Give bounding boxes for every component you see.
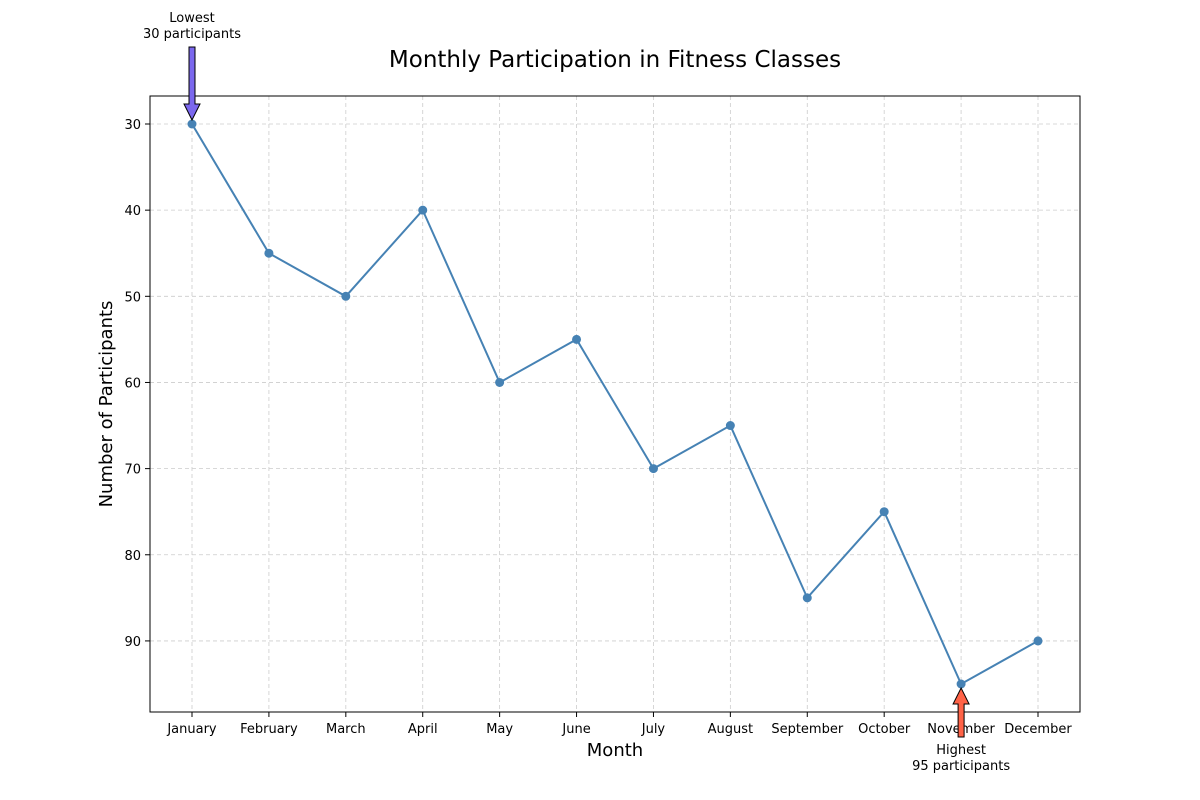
x-tick-label: February — [240, 722, 298, 737]
ticks-layer: January February March April May June July Augu… — [124, 118, 1072, 737]
data-point — [956, 679, 966, 689]
data-point — [1033, 636, 1043, 646]
x-tick-label: August — [708, 722, 754, 737]
highest-annotation-detail: 95 participants — [912, 759, 1010, 774]
lowest-annotation-label: Lowest — [169, 11, 214, 26]
y-axis-title: Number of Participants — [96, 301, 117, 508]
data-point — [802, 593, 812, 603]
series-line — [191, 123, 1039, 686]
y-tick-label: 60 — [124, 376, 141, 391]
x-tick-label: October — [858, 722, 911, 737]
data-point — [648, 464, 658, 474]
x-tick-label: January — [166, 722, 217, 737]
grid-layer — [150, 96, 1080, 712]
data-point — [264, 248, 274, 258]
data-point — [187, 119, 197, 129]
highest-arrow — [952, 686, 970, 738]
x-tick-label: March — [326, 722, 366, 737]
data-point — [725, 421, 735, 431]
data-point — [495, 377, 505, 387]
data-point — [341, 291, 351, 301]
data-point — [418, 205, 428, 215]
y-tick-label: 80 — [124, 549, 141, 564]
highest-annotation-label: Highest — [936, 743, 986, 758]
x-tick-label: May — [486, 722, 513, 737]
lowest-annotation-detail: 30 participants — [143, 27, 241, 42]
y-tick-label: 70 — [124, 463, 141, 478]
chart-title: Monthly Participation in Fitness Classes — [389, 47, 841, 73]
x-tick-label: December — [1004, 722, 1072, 737]
data-point — [572, 334, 582, 344]
x-tick-label: September — [771, 722, 844, 737]
lowest-arrow — [183, 46, 201, 122]
y-tick-label: 50 — [124, 290, 141, 305]
x-tick-label: April — [408, 722, 438, 737]
y-tick-label: 40 — [124, 204, 141, 219]
y-tick-label: 90 — [124, 635, 141, 650]
x-tick-label: June — [561, 722, 590, 737]
annotation-layer — [183, 46, 970, 738]
series-layer — [187, 119, 1043, 689]
x-tick-label: July — [641, 722, 666, 737]
plot-frame — [149, 95, 1081, 713]
data-point — [879, 507, 889, 517]
x-axis-title: Month — [587, 740, 643, 761]
y-tick-label: 30 — [124, 118, 141, 133]
